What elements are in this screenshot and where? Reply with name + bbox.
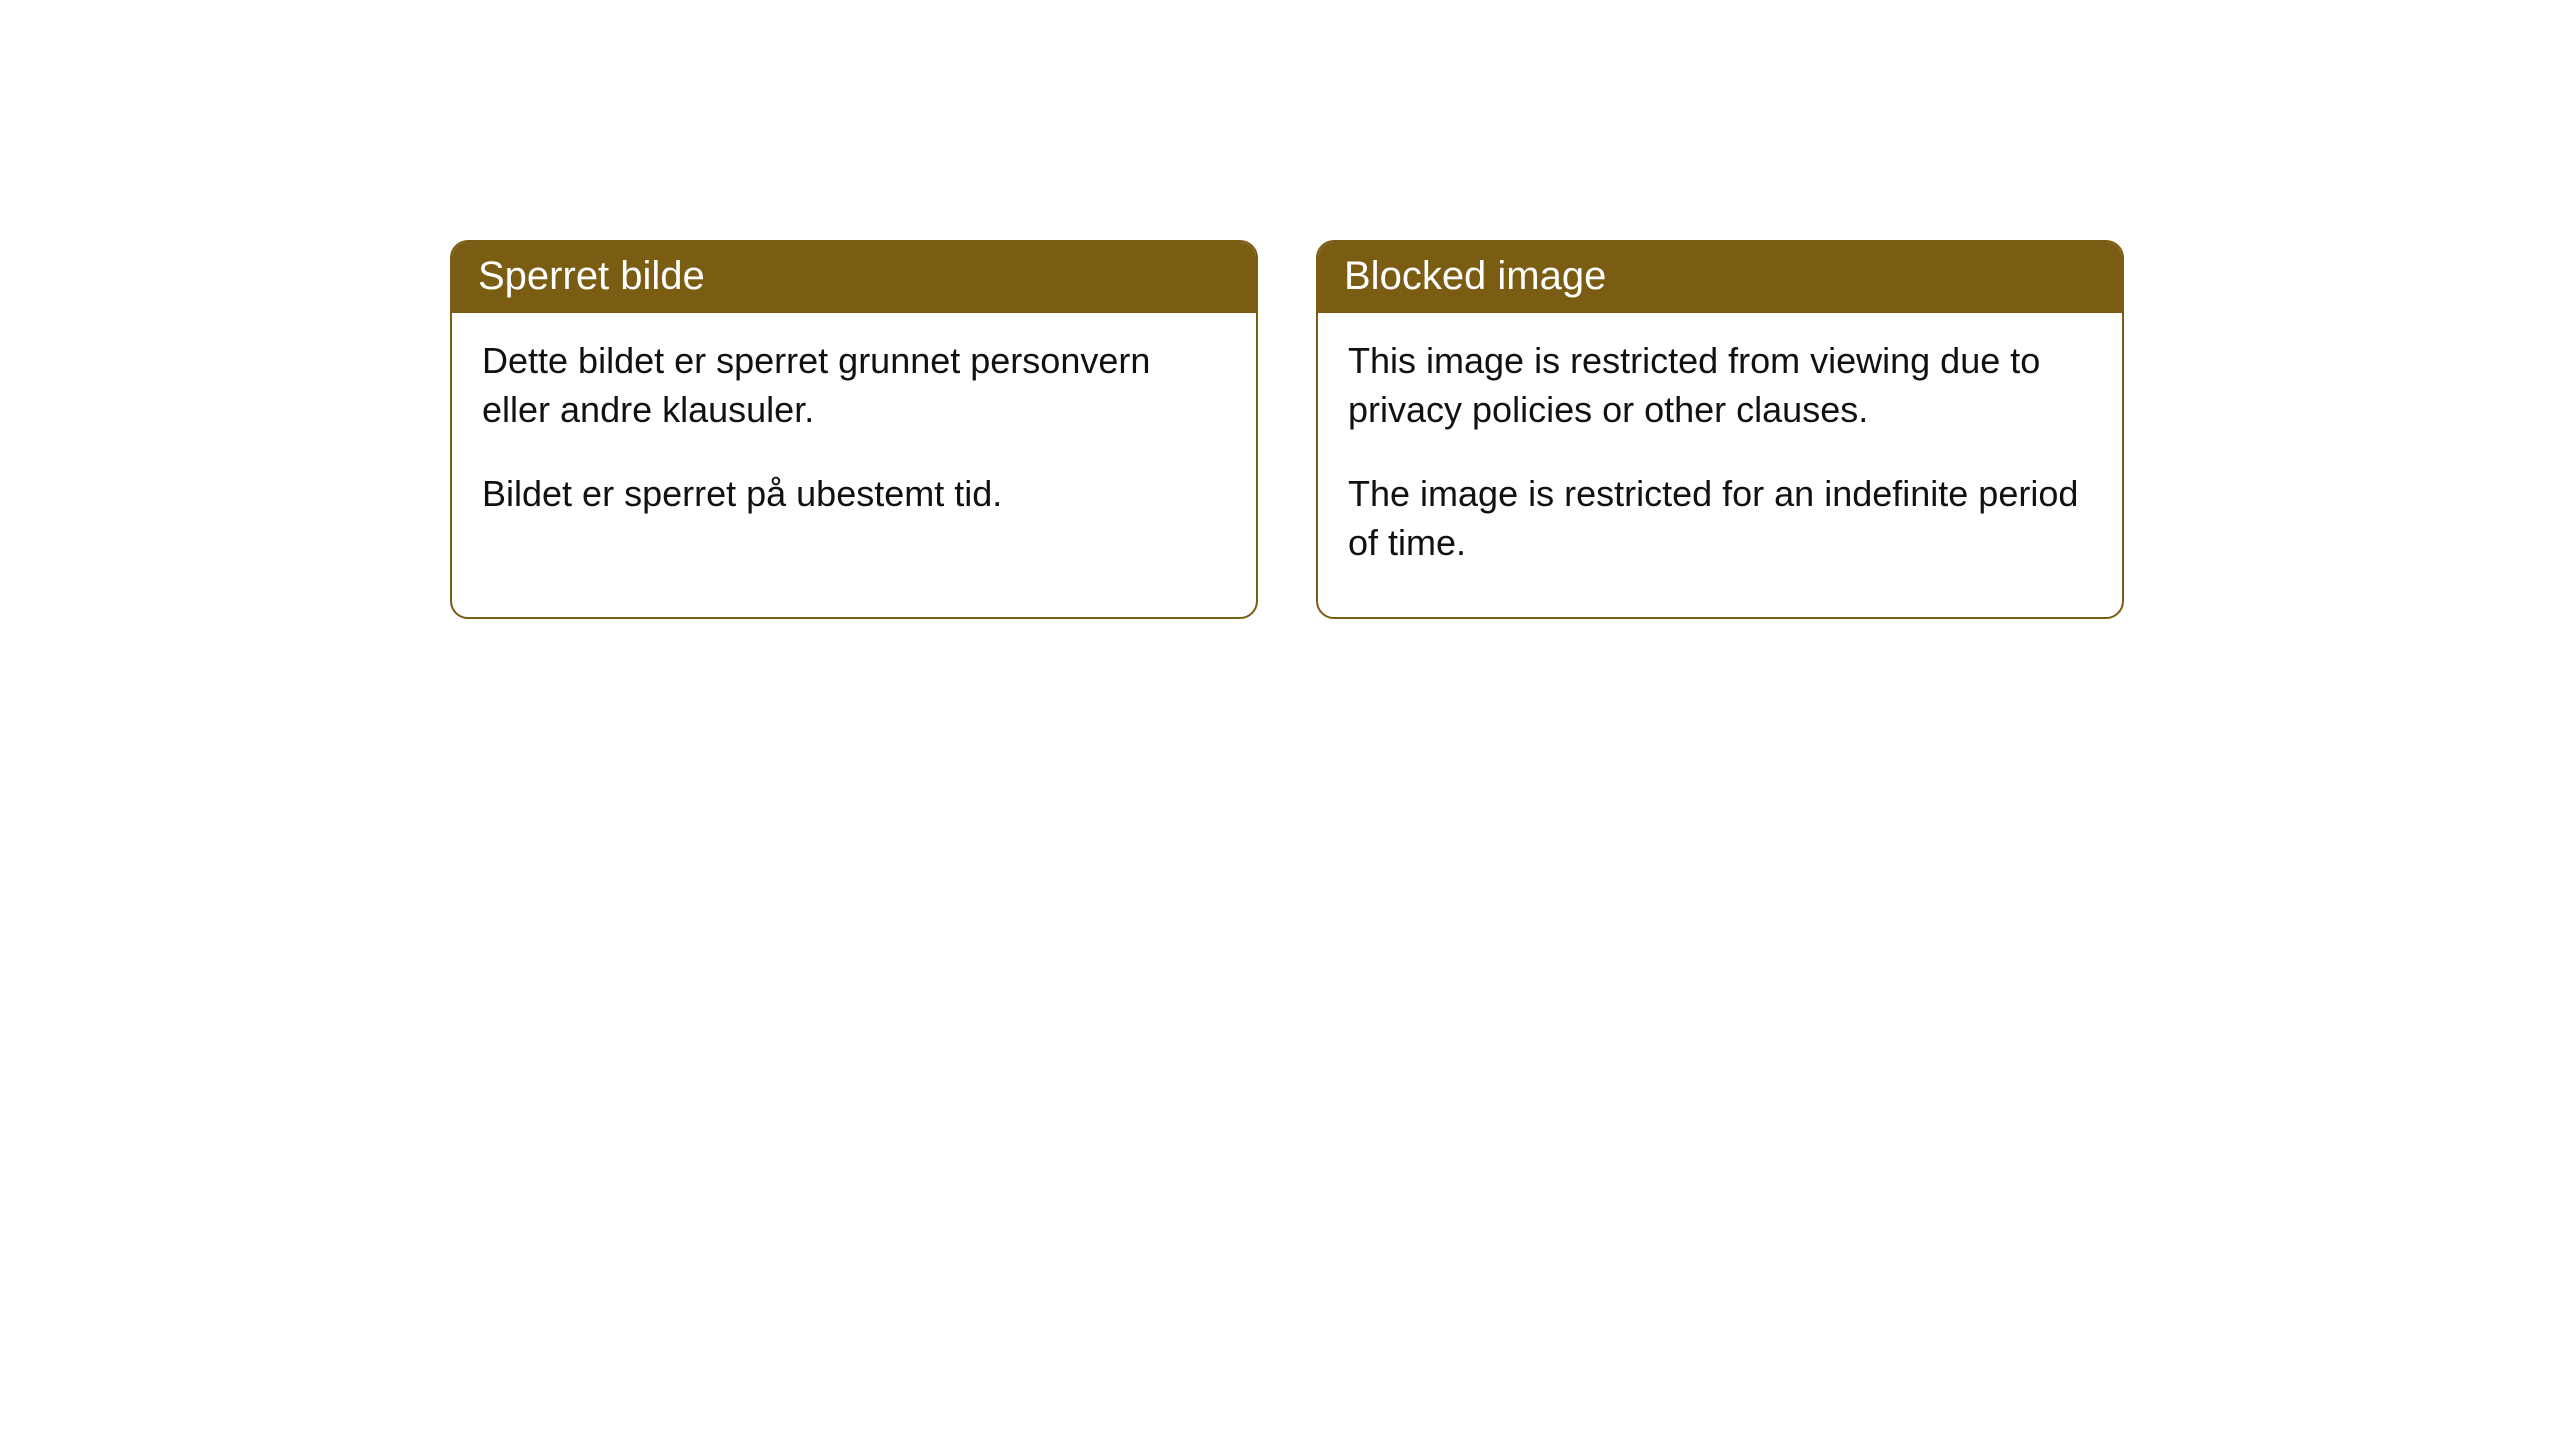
card-header: Blocked image <box>1318 242 2122 313</box>
card-title: Sperret bilde <box>478 254 705 298</box>
card-body: This image is restricted from viewing du… <box>1318 313 2122 617</box>
card-title: Blocked image <box>1344 254 1606 298</box>
notice-card-english: Blocked image This image is restricted f… <box>1316 240 2124 619</box>
card-body: Dette bildet er sperret grunnet personve… <box>452 313 1256 569</box>
card-paragraph: Bildet er sperret på ubestemt tid. <box>482 470 1226 519</box>
card-paragraph: This image is restricted from viewing du… <box>1348 337 2092 434</box>
card-paragraph: Dette bildet er sperret grunnet personve… <box>482 337 1226 434</box>
card-header: Sperret bilde <box>452 242 1256 313</box>
card-paragraph: The image is restricted for an indefinit… <box>1348 470 2092 567</box>
notice-card-norwegian: Sperret bilde Dette bildet er sperret gr… <box>450 240 1258 619</box>
notice-container: Sperret bilde Dette bildet er sperret gr… <box>0 0 2560 619</box>
